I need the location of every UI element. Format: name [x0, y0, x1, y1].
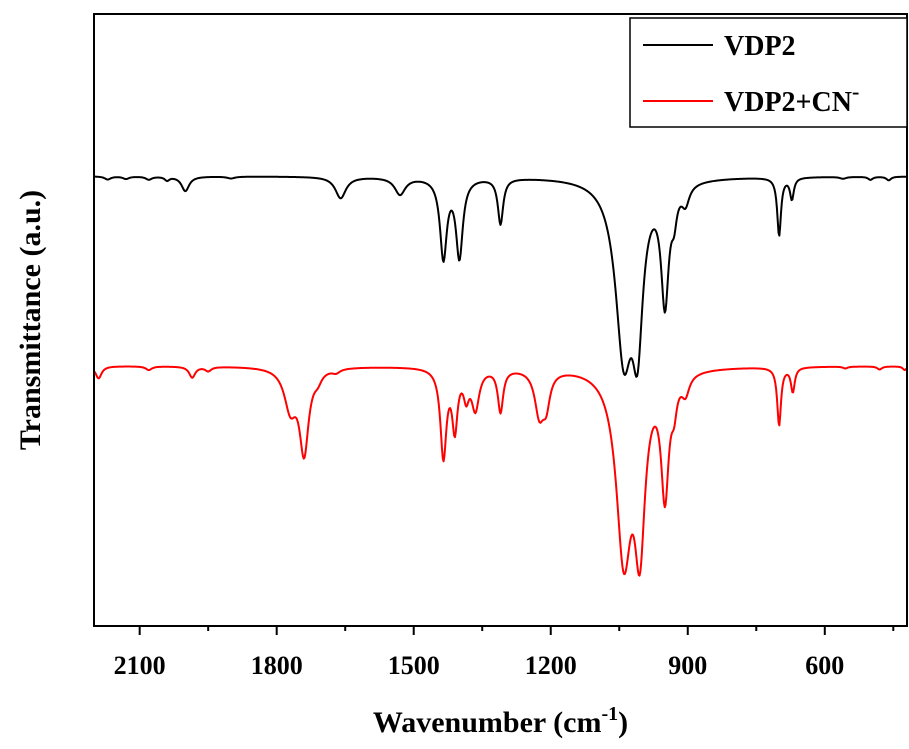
series-line-0: [93, 175, 908, 378]
x-tick-label: 1800: [251, 651, 303, 680]
series-line-1: [93, 365, 908, 577]
x-axis-ticks: 2100 1800 1500 1200 900 600: [114, 626, 895, 680]
series-layer: [93, 175, 908, 577]
x-tick-label: 1200: [525, 651, 577, 680]
x-tick-label: 2100: [114, 651, 166, 680]
x-axis-title-tail: ): [618, 706, 628, 739]
legend-label: VDP2: [724, 31, 796, 62]
x-axis-title: Wavenumber (cm-1): [373, 703, 628, 739]
x-tick-label: 1500: [388, 651, 440, 680]
legend-box: [629, 17, 908, 128]
plot-frame: [93, 13, 908, 627]
legend-label: VDP2+CN-: [724, 79, 859, 118]
x-tick-label: 600: [805, 651, 844, 680]
y-axis-title: Transmittance (a.u.): [14, 190, 47, 450]
x-axis-title-main: Wavenumber (cm: [373, 706, 602, 739]
x-axis-title-sup: -1: [601, 703, 618, 725]
legend: VDP2 VDP2+CN-: [629, 17, 908, 128]
x-tick-label: 900: [668, 651, 707, 680]
